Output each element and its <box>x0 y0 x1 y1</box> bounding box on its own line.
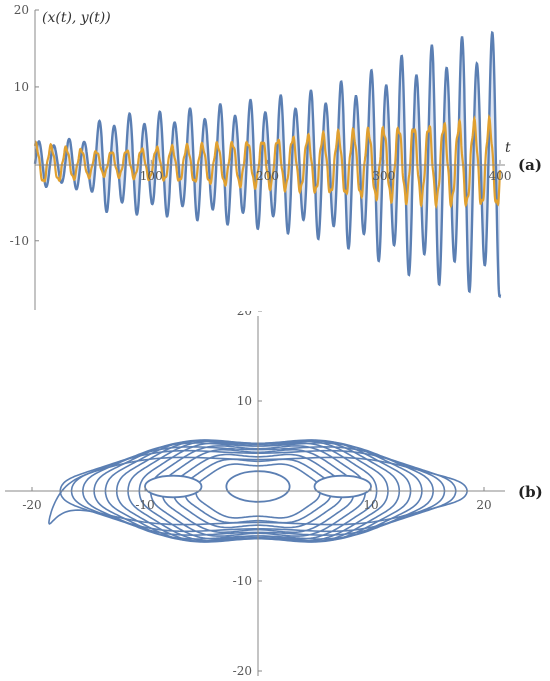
x-tick-label: 100 <box>140 169 163 183</box>
chart-a-panel-label: (a) <box>518 156 542 174</box>
chart-b-panel-label: (b) <box>518 483 543 501</box>
y-tick-label: 10 <box>237 394 252 408</box>
x-tick-label: 10 <box>363 498 378 512</box>
x-tick-label: 200 <box>256 169 279 183</box>
y-tick-label: 10 <box>14 80 29 94</box>
y-tick-label: 20 <box>237 311 252 318</box>
y-tick-label: -20 <box>233 664 252 678</box>
phase-portrait-chart: -20 -10 10 20 20 10 -10 -20 (b) <box>5 311 543 678</box>
chart-a-x-label: t <box>505 140 511 156</box>
contour-curve <box>48 456 468 526</box>
x-tick-label: 400 <box>489 169 512 183</box>
chart-b-axes: -20 -10 10 20 20 10 -10 -20 <box>5 311 505 678</box>
series-y-line <box>33 113 502 210</box>
x-tick-label: -10 <box>135 498 154 512</box>
series-x-line <box>33 30 502 299</box>
contour-hole <box>144 474 203 499</box>
x-tick-label: 300 <box>372 169 395 183</box>
y-tick-label: -10 <box>233 574 252 588</box>
x-tick-label: 20 <box>476 498 491 512</box>
contour-hole <box>313 474 372 499</box>
x-tick-label: -20 <box>22 498 41 512</box>
chart-a-axes: 100 200 300 400 20 10 -10 <box>10 3 512 310</box>
chart-a-plot <box>33 30 502 299</box>
chart-a-y-label: (x(t), y(t)) <box>42 10 111 26</box>
time-series-chart: 100 200 300 400 20 10 -10 (x(t), y(t)) t (a) <box>10 3 542 310</box>
y-tick-label: 20 <box>14 3 29 17</box>
series-x-fill <box>35 32 500 297</box>
y-tick-label: -10 <box>10 234 29 248</box>
